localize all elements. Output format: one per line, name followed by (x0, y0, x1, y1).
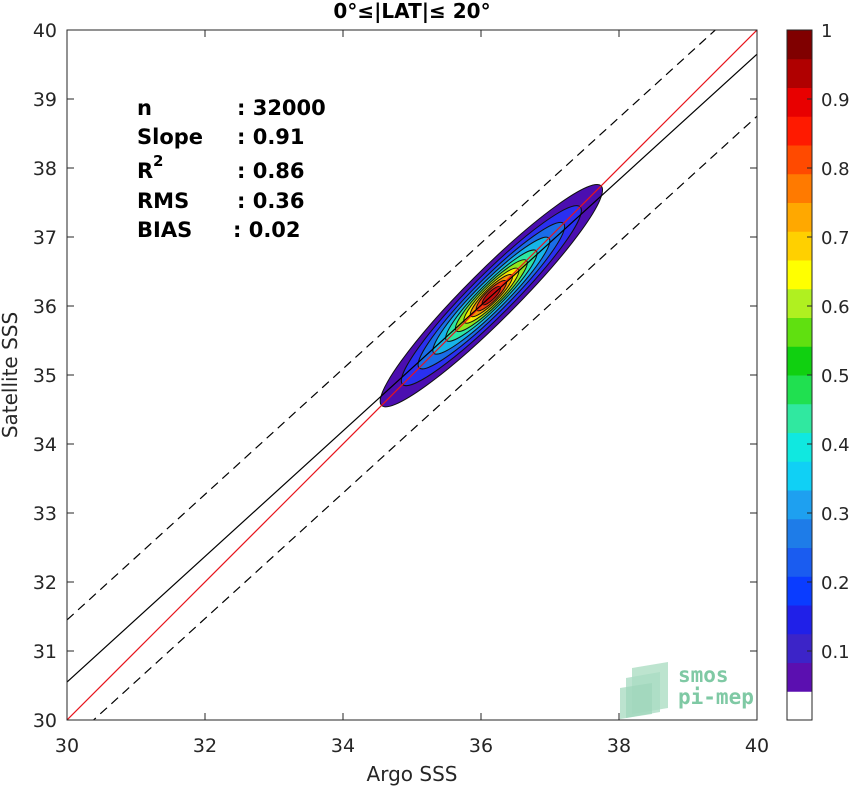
y-tick-label: 38 (33, 158, 57, 180)
colorbar-segment (787, 317, 812, 347)
stat-rms-value: : 0.36 (237, 189, 305, 213)
colorbar-tick-label: 0.2 (821, 573, 850, 594)
stat-slope-label: Slope (137, 125, 203, 149)
y-tick-label: 31 (33, 641, 57, 663)
colorbar-tick-label: 0.3 (821, 504, 850, 525)
colorbar-segment (787, 30, 812, 60)
colorbar-tick-label: 0.1 (821, 642, 850, 663)
stat-rms-label: RMS (137, 189, 189, 213)
colorbar-segment (787, 346, 812, 376)
colorbar-segment (787, 576, 812, 606)
x-tick-label: 36 (469, 735, 493, 757)
colorbar-segment (787, 231, 812, 261)
stat-slope-value: : 0.91 (237, 125, 305, 149)
y-tick-label: 36 (33, 296, 57, 318)
watermark-line1: smos (678, 663, 729, 687)
lower-bound-line (92, 115, 757, 720)
colorbar-segment (787, 202, 812, 232)
reference-lines (67, 30, 757, 720)
colorbar-tick-label: 0.7 (821, 228, 850, 249)
colorbar-segment (787, 605, 812, 635)
smos-pimep-watermark: smos pi-mep (620, 662, 754, 719)
colorbar-segment (787, 461, 812, 491)
axis-ticks: 30 32 34 36 38 40 30 31 32 33 34 35 36 37 38 39 40 (33, 20, 769, 757)
y-tick-label: 34 (33, 434, 57, 456)
smos-logo-icon (620, 662, 668, 719)
chart-title: 0°≤|LAT|≤ 20° (333, 0, 490, 23)
y-tick-label: 35 (33, 365, 57, 387)
stat-n-label: n (137, 96, 152, 120)
x-tick-label: 30 (55, 735, 79, 757)
colorbar-tick-label: 0.9 (821, 90, 850, 111)
regression-line (67, 53, 757, 683)
x-tick-label: 38 (607, 735, 631, 757)
stats-annotation: n : 32000 Slope : 0.91 R 2 : 0.86 RMS : … (137, 96, 326, 242)
colorbar-segment (787, 403, 812, 433)
y-axis-label: Satellite SSS (0, 312, 22, 438)
stat-r2-value: : 0.86 (237, 159, 305, 183)
colorbar-ticks: 0.1 0.2 0.3 0.4 0.5 0.6 0.7 0.8 0.9 1 (807, 21, 850, 663)
upper-bound-line (67, 30, 717, 621)
colorbar-segment (787, 116, 812, 146)
y-tick-label: 37 (33, 227, 57, 249)
colorbar-segment (787, 58, 812, 88)
y-tick-label: 32 (33, 572, 57, 594)
colorbar-tick-label: 0.4 (821, 435, 850, 456)
y-tick-label: 33 (33, 503, 57, 525)
colorbar-tick-label: 0.6 (821, 297, 850, 318)
colorbar-segment (787, 260, 812, 290)
stat-n-value: : 32000 (237, 96, 326, 120)
y-tick-label: 39 (33, 89, 57, 111)
x-tick-label: 34 (331, 735, 355, 757)
x-axis-label: Argo SSS (367, 762, 458, 786)
colorbar-segment (787, 490, 812, 520)
x-tick-label: 40 (745, 735, 769, 757)
watermark-line2: pi-mep (678, 685, 754, 709)
colorbar-tick-label: 0.8 (821, 159, 850, 180)
colorbar-segment (787, 173, 812, 203)
colorbar-segment (787, 691, 812, 721)
colorbar-tick-label: 0.5 (821, 366, 850, 387)
stat-bias-value: : 0.02 (233, 218, 301, 242)
colorbar-segment (787, 662, 812, 692)
colorbar-segment (787, 633, 812, 663)
x-tick-label: 32 (193, 735, 217, 757)
one-to-one-line (67, 30, 757, 720)
stat-r2-label: R (137, 159, 153, 183)
colorbar-segment (787, 547, 812, 577)
colorbar-segment (787, 518, 812, 548)
colorbar-segment (787, 375, 812, 405)
y-tick-label: 40 (33, 20, 57, 42)
colorbar-tick-label: 1 (821, 21, 832, 42)
colorbar (787, 30, 812, 721)
stat-bias-label: BIAS (137, 218, 192, 242)
colorbar-segment (787, 87, 812, 117)
colorbar-segment (787, 145, 812, 175)
colorbar-segment (787, 432, 812, 462)
colorbar-segment (787, 288, 812, 318)
y-tick-label: 30 (33, 710, 57, 732)
stat-r2-sup: 2 (153, 152, 163, 170)
